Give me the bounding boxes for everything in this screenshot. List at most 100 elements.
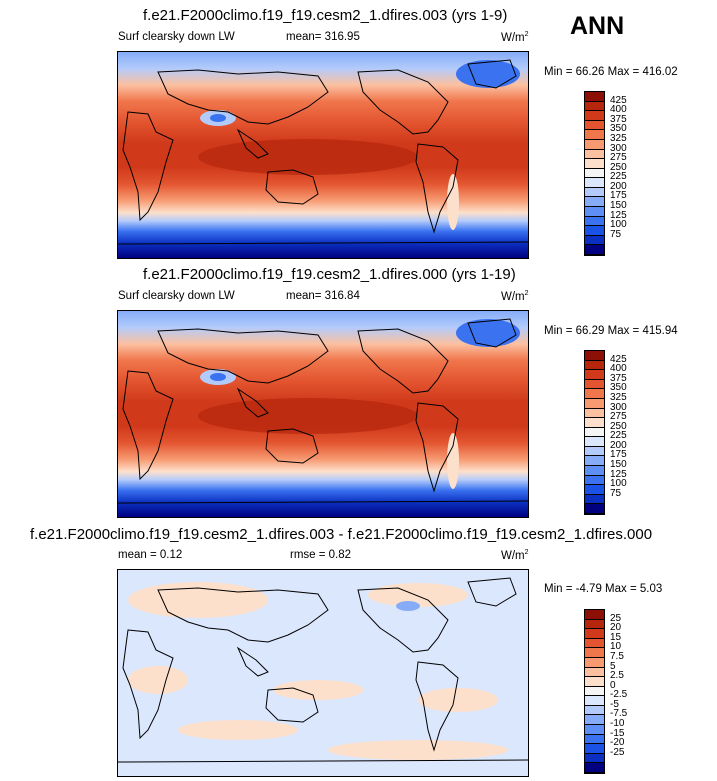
colorbar-tick-label: 150 (610, 200, 627, 212)
colorbar-box (585, 734, 604, 745)
colorbar-box (585, 610, 604, 620)
panel1-units: W/m2 (501, 31, 529, 44)
colorbar-box (585, 456, 604, 467)
colorbar-box (585, 504, 604, 514)
colorbar-box (585, 207, 604, 217)
colorbar-box (585, 686, 604, 697)
colorbar-box (585, 753, 604, 764)
colorbar-box (585, 139, 604, 150)
colorbar-box (585, 178, 604, 188)
panel1-minmax: Min = 66.26 Max = 416.02 (544, 66, 678, 78)
panel2-title: f.e21.F2000climo.f19_f19.cesm2_1.dfires.… (143, 266, 516, 283)
colorbar-tick-label: 100 (610, 219, 627, 231)
panel1-colorbar (584, 91, 605, 256)
colorbar-tick-label: 125 (610, 209, 627, 221)
colorbar-box (585, 168, 604, 179)
colorbar-box (585, 245, 604, 255)
colorbar-box (585, 226, 604, 236)
colorbar-box (585, 235, 604, 246)
colorbar-tick-label: -5 (610, 698, 619, 710)
colorbar-tick-label: 0 (610, 679, 616, 691)
panel3-rmse-label: rmse = 0.82 (290, 549, 352, 561)
colorbar-tick-label: 225 (610, 430, 627, 442)
panel1-variable-label: Surf clearsky down LW (118, 31, 235, 43)
colorbar-box (585, 389, 604, 399)
colorbar-box (585, 705, 604, 716)
colorbar-box (585, 418, 604, 428)
colorbar-tick-label: 325 (610, 132, 627, 144)
panel1-map (117, 51, 529, 259)
colorbar-tick-label: -2.5 (610, 689, 628, 701)
colorbar-tick-label: 25 (610, 612, 622, 624)
colorbar-box (585, 667, 604, 678)
panel3-minmax: Min = -4.79 Max = 5.03 (544, 583, 663, 595)
colorbar-box (585, 159, 604, 169)
colorbar-box (585, 360, 604, 371)
colorbar-box (585, 744, 604, 754)
panel2-colorbar (584, 350, 605, 515)
colorbar-box (585, 715, 604, 726)
colorbar-box (585, 657, 604, 668)
colorbar-box (585, 619, 604, 630)
colorbar-tick-label: 100 (610, 478, 627, 490)
colorbar-box (585, 725, 604, 735)
colorbar-tick-label: 200 (610, 180, 627, 192)
colorbar-tick-label: 150 (610, 459, 627, 471)
colorbar-tick-label: 375 (610, 113, 627, 125)
colorbar-tick-label: 325 (610, 391, 627, 403)
panel2-variable-label: Surf clearsky down LW (118, 290, 235, 302)
colorbar-box (585, 187, 604, 198)
colorbar-box (585, 120, 604, 131)
panel2-units: W/m2 (501, 290, 529, 303)
colorbar-tick-label: -7.5 (610, 708, 628, 720)
colorbar-box (585, 677, 604, 687)
colorbar-box (585, 648, 604, 658)
colorbar-tick-label: 75 (610, 487, 622, 499)
colorbar-tick-label: -10 (610, 718, 625, 730)
colorbar-box (585, 696, 604, 706)
colorbar-tick-label: 10 (610, 641, 622, 653)
colorbar-tick-label: 300 (610, 401, 627, 413)
colorbar-tick-label: 275 (610, 152, 627, 164)
colorbar-tick-label: 250 (610, 161, 627, 173)
colorbar-box (585, 111, 604, 121)
colorbar-tick-label: 75 (610, 228, 622, 240)
panel3-mean-label: mean = 0.12 (118, 549, 183, 561)
colorbar-box (585, 130, 604, 140)
colorbar-box (585, 149, 604, 160)
colorbar-tick-label: -25 (610, 746, 625, 758)
colorbar-tick-label: -20 (610, 737, 625, 749)
colorbar-tick-label: -15 (610, 727, 625, 739)
colorbar-tick-label: 425 (610, 94, 627, 106)
colorbar-box (585, 638, 604, 649)
colorbar-box (585, 216, 604, 227)
colorbar-box (585, 446, 604, 457)
colorbar-tick-label: 425 (610, 353, 627, 365)
colorbar-tick-label: 200 (610, 439, 627, 451)
colorbar-tick-label: 20 (610, 622, 622, 634)
colorbar-box (585, 494, 604, 505)
colorbar-tick-label: 125 (610, 468, 627, 480)
panel2-map (117, 310, 529, 518)
colorbar-box (585, 475, 604, 486)
colorbar-tick-label: 175 (610, 190, 627, 202)
colorbar-box (585, 101, 604, 112)
colorbar-box (585, 92, 604, 102)
colorbar-tick-label: 375 (610, 372, 627, 384)
colorbar-tick-label: 275 (610, 411, 627, 423)
colorbar-box (585, 408, 604, 419)
colorbar-box (585, 351, 604, 361)
colorbar-box (585, 485, 604, 495)
panel3-title: f.e21.F2000climo.f19_f19.cesm2_1.dfires.… (30, 526, 653, 543)
colorbar-tick-label: 7.5 (610, 650, 624, 662)
panel1-title: f.e21.F2000climo.f19_f19.cesm2_1.dfires.… (143, 7, 508, 24)
colorbar-box (585, 427, 604, 438)
colorbar-tick-label: 300 (610, 142, 627, 154)
colorbar-box (585, 398, 604, 409)
colorbar-box (585, 466, 604, 476)
colorbar-box (585, 379, 604, 390)
colorbar-tick-label: 400 (610, 363, 627, 375)
colorbar-tick-label: 5 (610, 660, 616, 672)
colorbar-box (585, 370, 604, 380)
colorbar-box (585, 197, 604, 208)
